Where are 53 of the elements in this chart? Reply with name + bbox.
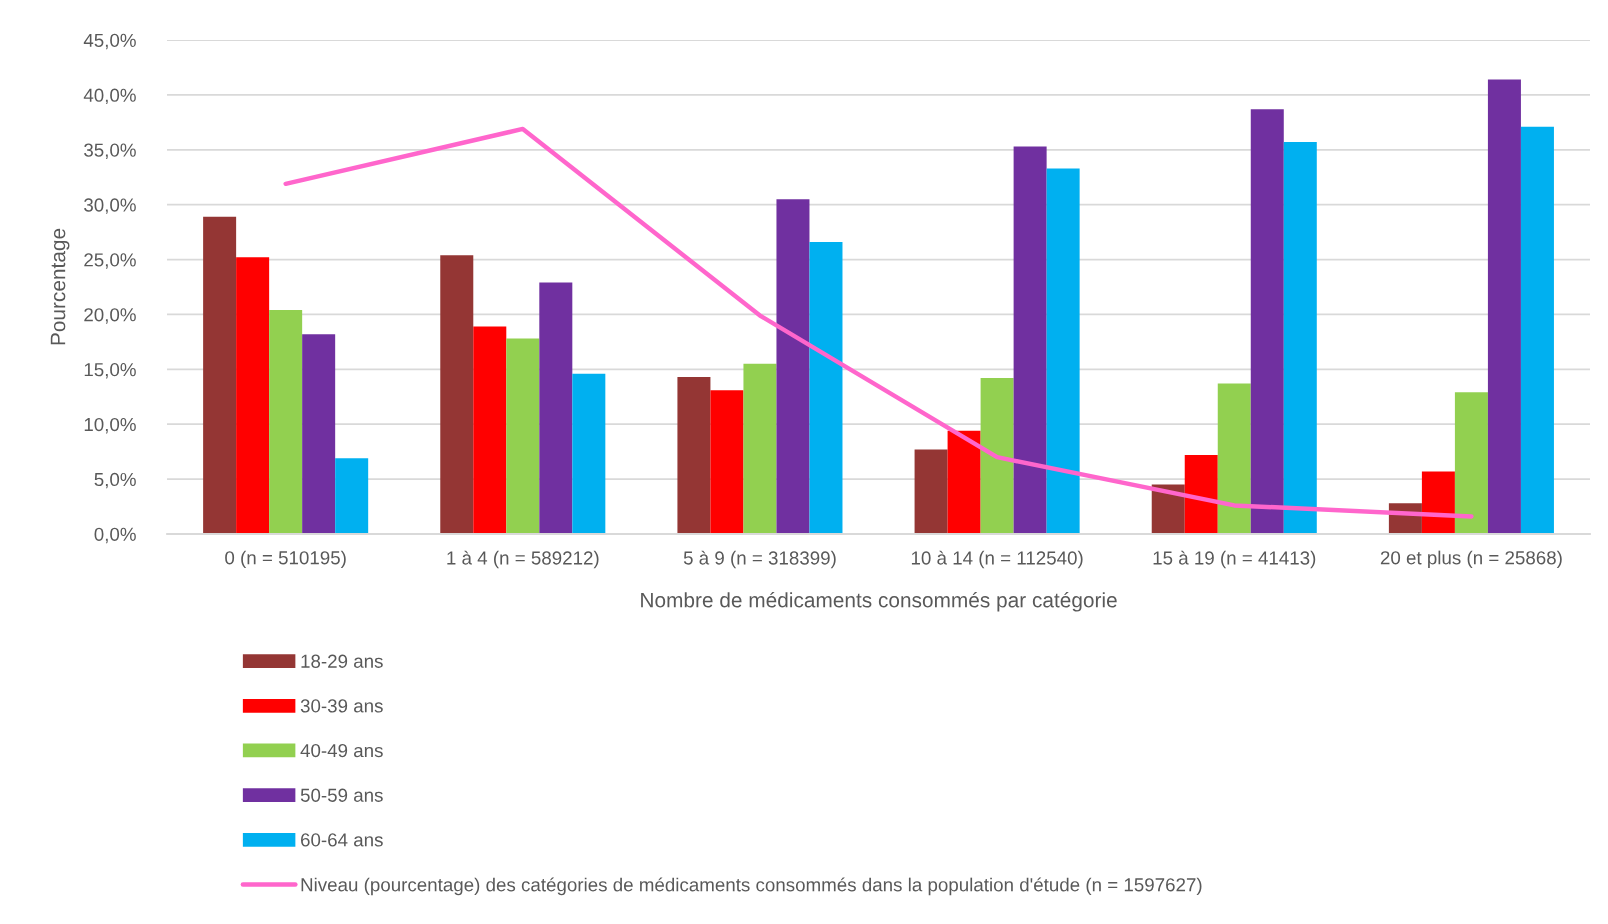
bar	[743, 363, 777, 534]
bar	[1283, 142, 1317, 534]
legend-label: 18-29 ans	[301, 654, 383, 668]
bar	[1520, 126, 1554, 534]
bar	[914, 449, 948, 534]
bar	[236, 257, 270, 534]
bar	[539, 282, 573, 534]
line-series	[283, 126, 1474, 519]
bar	[980, 378, 1014, 534]
legend-label: Niveau (pourcentage) des catégories de médicaments consommés dans la population d'étude (n = 1597627)	[301, 877, 1202, 896]
bar	[947, 430, 981, 534]
y-axis-title: Pourcentage	[50, 228, 70, 345]
x-tick-label: 15 à 19 (n = 41413)	[1153, 550, 1316, 569]
bar	[572, 373, 606, 534]
x-tick-label: 10 à 14 (n = 112540)	[911, 550, 1083, 569]
y-tick-label: 25,0%	[84, 253, 136, 269]
x-tick-label: 1 à 4 (n = 589212)	[447, 550, 599, 569]
y-tick-label: 10,0%	[84, 417, 136, 434]
bar	[302, 334, 336, 534]
bar	[473, 326, 507, 534]
x-tick-label: 0 (n = 510195)	[225, 550, 346, 569]
y-tick-label: 30,0%	[84, 198, 136, 214]
y-tick-label: 45,0%	[83, 33, 136, 50]
bar	[1454, 392, 1488, 534]
legend-label: 40-49 ans	[300, 743, 383, 758]
bar	[1487, 79, 1521, 534]
bar	[1421, 471, 1455, 534]
y-tick-label: 15,0%	[84, 363, 136, 379]
bar	[269, 310, 303, 534]
y-tick-label: 40,0%	[83, 88, 136, 105]
bar	[776, 199, 810, 534]
y-tick-label: 0,0%	[94, 527, 136, 544]
y-tick-label: 5,0%	[94, 472, 136, 489]
legend-label: 50-59 ans	[300, 788, 383, 802]
bar	[1046, 168, 1080, 534]
x-axis-title: Nombre de médicaments consommés par catégorie	[641, 591, 1117, 612]
x-tick-label: 20 et plus (n = 25868)	[1380, 550, 1562, 569]
bar	[710, 390, 744, 534]
bar	[1250, 109, 1284, 534]
bar	[809, 241, 843, 534]
bar	[335, 458, 369, 534]
legend-label: 30-39 ans	[300, 699, 383, 713]
y-tick-label: 35,0%	[84, 143, 136, 159]
bar	[203, 216, 237, 534]
x-tick-label: 5 à 9 (n = 318399)	[683, 550, 836, 569]
bar	[1013, 146, 1047, 534]
bar	[1184, 454, 1218, 534]
bar	[1217, 383, 1251, 534]
legend-label: 60-64 ans	[301, 833, 383, 847]
bar	[677, 377, 711, 534]
bar	[506, 338, 540, 534]
bar	[440, 255, 474, 534]
y-tick-label: 20,0%	[84, 308, 136, 324]
